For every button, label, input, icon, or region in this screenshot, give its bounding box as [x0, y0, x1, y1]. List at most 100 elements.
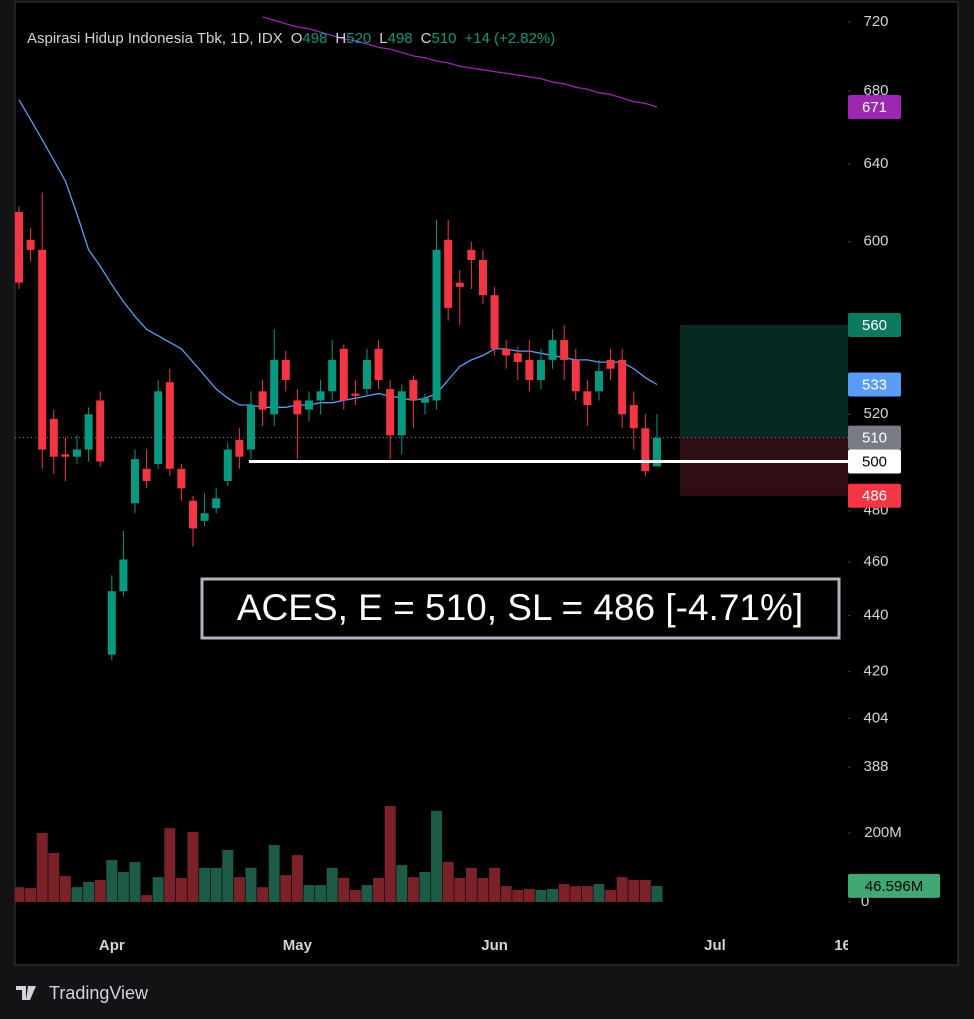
annotation-box — [200, 577, 841, 640]
x-tick-label: Jun — [481, 937, 508, 954]
y-tick-label: 520 — [863, 405, 888, 422]
pane-content: Apr May Jun Jul 16 — [15, 16, 851, 954]
candle-body — [223, 449, 232, 481]
volume-bar — [291, 855, 303, 902]
candle-body — [490, 295, 499, 349]
price-badge-label: 560 — [862, 317, 887, 334]
y-tick-label: 600 — [863, 233, 888, 250]
candle-body — [142, 468, 151, 481]
volume-bar — [349, 889, 361, 902]
volume-bar — [442, 861, 454, 902]
candle-body — [386, 389, 395, 436]
candle-body — [258, 391, 267, 410]
price-badge — [848, 94, 901, 119]
candle-body — [154, 391, 163, 464]
candle-body — [478, 259, 487, 296]
volume-bar — [268, 845, 280, 902]
volume-bar — [233, 877, 245, 902]
volume-bar — [106, 859, 118, 902]
volume-bar — [605, 889, 617, 902]
volume-bar — [431, 810, 443, 902]
y-tick-label: 388 — [863, 758, 888, 775]
candle-body — [26, 239, 35, 250]
header-item: O — [291, 30, 303, 47]
candle-body — [560, 340, 569, 360]
volume-bar — [257, 887, 269, 902]
candle-body — [165, 382, 174, 469]
candle-body — [455, 282, 464, 287]
candle-body — [432, 249, 441, 401]
candle-body — [571, 359, 580, 392]
volume-bar — [639, 879, 651, 902]
logo — [16, 986, 36, 1000]
candle-body — [374, 348, 383, 380]
volume-bar — [477, 877, 489, 902]
watermark: TradingView — [49, 983, 149, 1003]
volume-bar — [384, 806, 396, 902]
candle-body — [119, 559, 128, 592]
moving-average — [262, 16, 658, 108]
candle-body — [606, 359, 615, 369]
candle-body — [177, 468, 186, 489]
candle-body — [420, 398, 429, 403]
x-tick-label: 16 — [834, 937, 851, 954]
candle-body — [525, 359, 534, 380]
candle-body — [316, 391, 325, 401]
candle-body — [304, 400, 313, 410]
volume-bar — [547, 888, 559, 902]
target-zone — [680, 324, 848, 438]
volume-bar — [117, 871, 129, 902]
price-badge — [848, 372, 901, 397]
volume-bar — [570, 886, 582, 902]
volume-bar — [152, 877, 164, 902]
candle-body — [536, 359, 545, 380]
chart-header: Aspirasi Hidup Indonesia Tbk, 1D, IDX O49… — [27, 30, 555, 47]
volume-bar — [48, 852, 60, 902]
volume-bar — [593, 884, 605, 902]
y-tick-label: 640 — [863, 155, 888, 172]
volume-bar — [489, 867, 501, 902]
price-badge-label: 46.596M — [865, 878, 923, 895]
header-item: L — [379, 30, 387, 47]
candle-body — [200, 513, 209, 521]
candle-body — [629, 405, 638, 429]
price-badge-label: 510 — [862, 430, 887, 447]
price-badge-label: 533 — [862, 376, 887, 393]
candle-body — [235, 440, 244, 457]
y-tick-label: 460 — [863, 553, 888, 570]
price-badge-label: 671 — [862, 99, 887, 116]
y-tick-label: 720 — [863, 13, 888, 30]
volume-bar — [15, 887, 25, 902]
volume-bar — [512, 889, 524, 902]
candle-body — [281, 359, 290, 380]
y-tick-label: 404 — [863, 709, 888, 726]
candle-body — [96, 400, 105, 462]
volume-bar — [465, 867, 477, 902]
price-badge-label: 486 — [862, 488, 887, 505]
volume-bar — [222, 849, 234, 902]
candle-body — [72, 449, 81, 457]
volume-bar — [535, 889, 547, 902]
volume-bar — [83, 881, 95, 902]
stop-zone — [680, 437, 848, 496]
candle-body — [293, 400, 302, 415]
candle-body — [409, 379, 418, 401]
volume-bar — [129, 861, 141, 902]
price-badge — [848, 873, 940, 898]
volume-bar — [187, 831, 199, 902]
volume-bar — [396, 865, 408, 902]
y2-tick-label: 200M — [864, 824, 902, 841]
candle-body — [49, 418, 58, 457]
volume-bar — [558, 884, 570, 902]
candle-body — [270, 359, 279, 415]
volume-bar — [407, 877, 419, 902]
candle-body — [502, 348, 511, 356]
price-badge-label: 500 — [862, 454, 887, 471]
overlay: Aspirasi Hidup Indonesia Tbk, 1D, IDX O49… — [27, 13, 940, 910]
volume-bar — [164, 828, 176, 902]
candle-body — [246, 405, 255, 450]
volume-bar — [454, 877, 466, 902]
volume-bar — [141, 895, 153, 902]
